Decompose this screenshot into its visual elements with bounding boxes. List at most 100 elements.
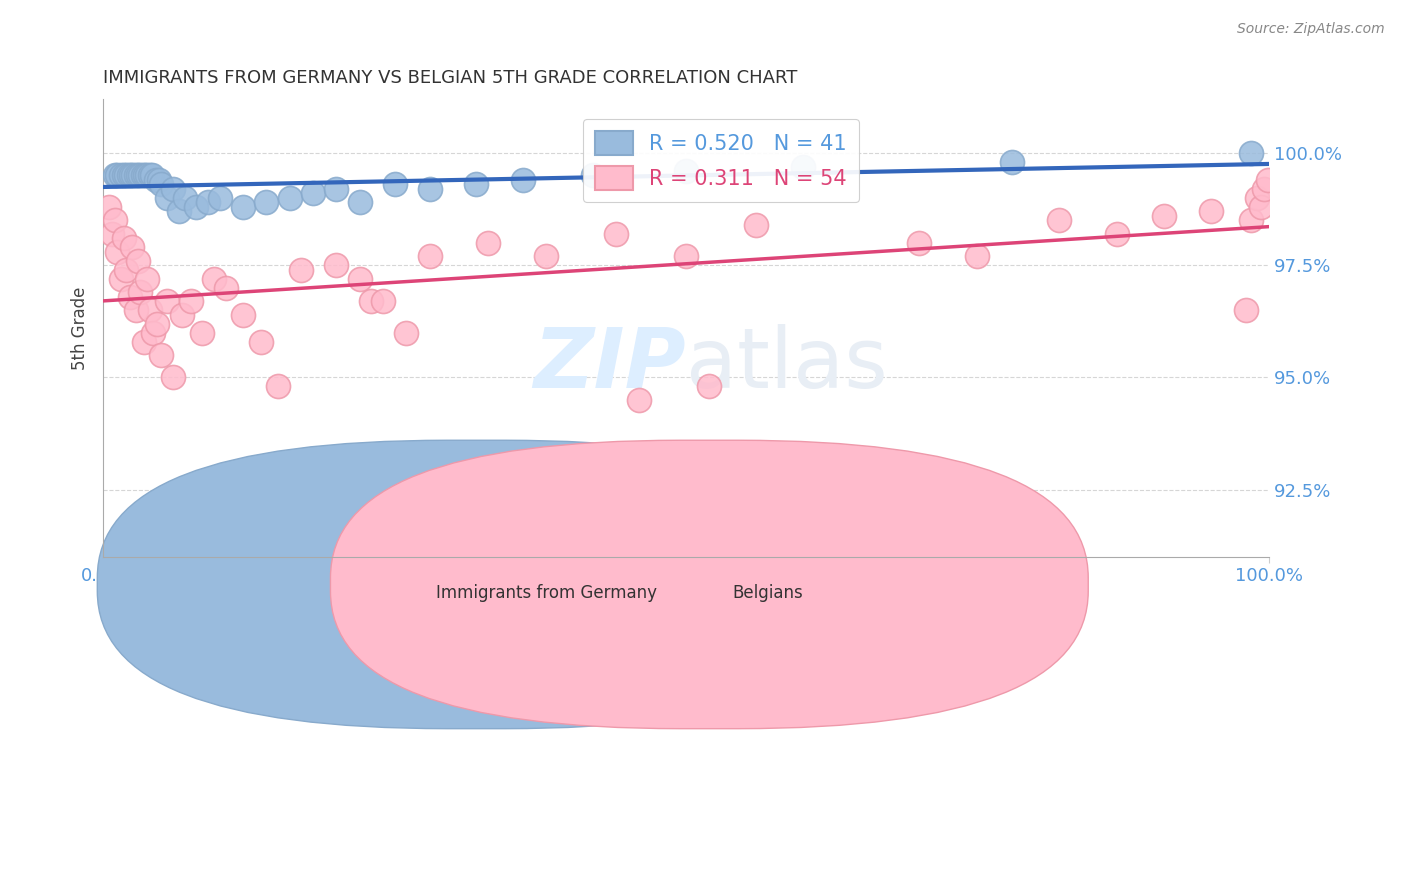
Point	[360, 294, 382, 309]
Point	[125, 303, 148, 318]
Point	[156, 191, 179, 205]
Point	[249, 334, 271, 349]
Text: ZIP: ZIP	[533, 324, 686, 405]
Point	[1107, 227, 1129, 241]
Point	[129, 169, 152, 183]
Point	[628, 392, 651, 407]
Point	[132, 334, 155, 349]
Point	[384, 178, 406, 192]
Point	[202, 271, 225, 285]
Point	[105, 244, 128, 259]
Point	[141, 169, 163, 183]
Point	[465, 178, 488, 192]
Point	[112, 169, 135, 183]
Point	[1240, 146, 1263, 161]
Point	[145, 317, 167, 331]
Point	[127, 253, 149, 268]
Point	[675, 249, 697, 263]
Text: Belgians: Belgians	[733, 584, 803, 602]
Point	[395, 326, 418, 340]
Point	[582, 169, 605, 183]
Point	[1001, 155, 1024, 169]
Point	[605, 227, 627, 241]
Point	[136, 271, 159, 285]
Point	[122, 169, 145, 183]
Y-axis label: 5th Grade: 5th Grade	[72, 286, 89, 370]
Point	[120, 169, 142, 183]
Point	[101, 227, 124, 241]
Point	[139, 303, 162, 318]
Point	[125, 169, 148, 183]
Point	[792, 160, 814, 174]
Point	[675, 164, 697, 178]
Point	[232, 308, 254, 322]
Point	[1047, 213, 1070, 227]
Point	[197, 195, 219, 210]
Point	[110, 271, 132, 285]
Point	[127, 169, 149, 183]
Point	[172, 308, 194, 322]
Point	[349, 271, 371, 285]
Point	[278, 191, 301, 205]
Text: Source: ZipAtlas.com: Source: ZipAtlas.com	[1237, 22, 1385, 37]
Point	[1246, 191, 1268, 205]
Point	[115, 262, 138, 277]
Point	[745, 218, 768, 232]
Point	[121, 240, 143, 254]
Point	[349, 195, 371, 210]
Point	[115, 169, 138, 183]
Point	[180, 294, 202, 309]
Point	[325, 258, 347, 272]
Point	[302, 186, 325, 201]
Point	[699, 379, 721, 393]
Point	[512, 173, 534, 187]
Point	[150, 348, 173, 362]
Point	[136, 169, 159, 183]
Point	[142, 326, 165, 340]
Point	[118, 290, 141, 304]
Point	[97, 200, 120, 214]
Point	[232, 200, 254, 214]
Point	[156, 294, 179, 309]
FancyBboxPatch shape	[97, 441, 855, 729]
Point	[371, 294, 394, 309]
Text: atlas: atlas	[686, 324, 887, 405]
Point	[1240, 213, 1263, 227]
Text: Immigrants from Germany: Immigrants from Germany	[436, 584, 657, 602]
Point	[173, 191, 195, 205]
Point	[104, 213, 127, 227]
Point	[112, 231, 135, 245]
Point	[419, 182, 441, 196]
Point	[1250, 200, 1272, 214]
Point	[214, 281, 236, 295]
Point	[162, 370, 184, 384]
Point	[325, 182, 347, 196]
Point	[162, 182, 184, 196]
Point	[254, 195, 277, 210]
Point	[208, 191, 231, 205]
Point	[1257, 173, 1279, 187]
Point	[104, 169, 127, 183]
Point	[186, 200, 208, 214]
Point	[139, 169, 162, 183]
Point	[129, 285, 152, 300]
Text: IMMIGRANTS FROM GERMANY VS BELGIAN 5TH GRADE CORRELATION CHART: IMMIGRANTS FROM GERMANY VS BELGIAN 5TH G…	[103, 69, 797, 87]
Point	[1234, 303, 1257, 318]
Point	[267, 379, 290, 393]
Point	[477, 235, 499, 250]
Point	[110, 169, 132, 183]
Point	[150, 178, 173, 192]
FancyBboxPatch shape	[330, 441, 1088, 729]
Point	[966, 249, 988, 263]
Point	[167, 204, 190, 219]
Point	[105, 169, 128, 183]
Point	[1199, 204, 1222, 219]
Point	[191, 326, 214, 340]
Point	[132, 169, 155, 183]
Point	[908, 235, 931, 250]
Legend: R = 0.520   N = 41, R = 0.311   N = 54: R = 0.520 N = 41, R = 0.311 N = 54	[582, 119, 859, 202]
Point	[1153, 209, 1175, 223]
Point	[290, 262, 312, 277]
Point	[148, 173, 170, 187]
Point	[534, 249, 557, 263]
